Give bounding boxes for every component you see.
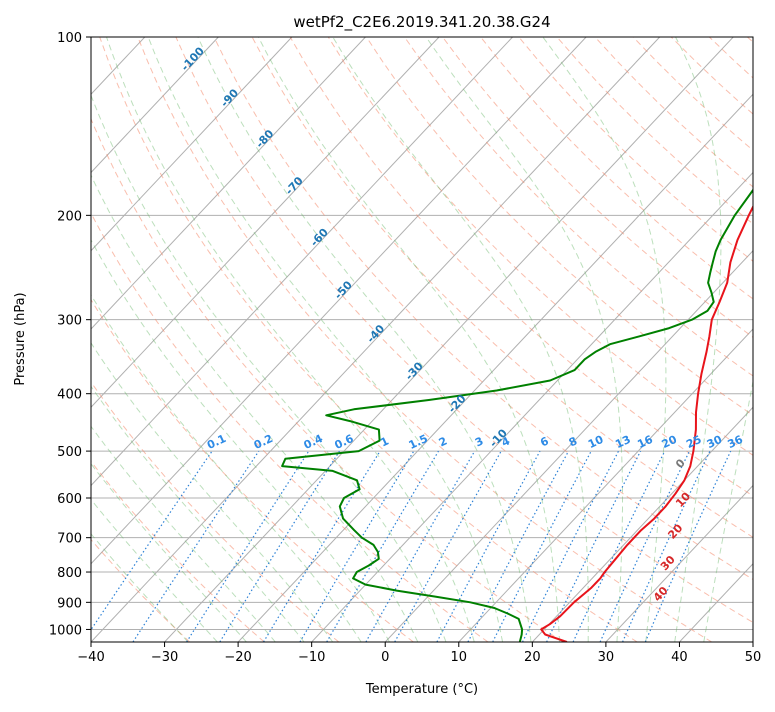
x-tick-label: −30 [151,650,178,665]
isotherm-line [753,37,775,642]
x-tick-label: 10 [451,650,468,665]
y-tick-label: 1000 [49,623,82,638]
x-tick-label: 40 [671,650,688,665]
isotherm-line [0,37,71,642]
y-tick-label: 200 [57,209,82,224]
y-tick-label: 700 [57,532,82,547]
y-tick-label: 400 [57,388,82,403]
y-tick-label: 800 [57,566,82,581]
y-tick-label: 300 [57,314,82,329]
y-axis-label: Pressure (hPa) [13,292,28,385]
x-tick-label: 50 [745,650,762,665]
x-axis-label: Temperature (°C) [365,682,478,697]
x-tick-label: −10 [298,650,325,665]
y-tick-label: 600 [57,492,82,507]
x-tick-label: 20 [524,650,541,665]
x-tick-label: −40 [77,650,104,665]
y-tick-label: 100 [57,31,82,46]
x-tick-label: −20 [224,650,251,665]
y-tick-label: 500 [57,445,82,460]
y-tick-label: 900 [57,596,82,611]
chart-title: wetPf2_C2E6.2019.341.20.38.G24 [293,13,550,32]
x-tick-label: 30 [598,650,615,665]
plot-background [91,37,753,642]
x-tick-label: 0 [381,650,389,665]
